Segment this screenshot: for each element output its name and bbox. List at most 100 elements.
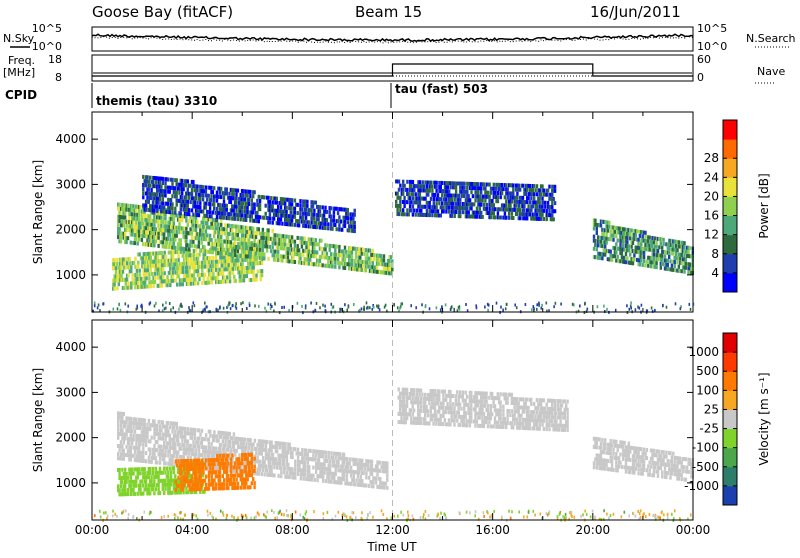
echo-cell xyxy=(125,224,127,228)
echo-cell xyxy=(649,236,651,240)
echo-cell xyxy=(201,241,203,245)
ground-scatter xyxy=(399,307,401,310)
echo-cell xyxy=(145,204,147,208)
echo-cell xyxy=(208,260,210,264)
echo-cell xyxy=(162,449,164,453)
echo-cell xyxy=(120,235,122,239)
echo-cell xyxy=(315,201,317,205)
echo-cell xyxy=(287,451,289,455)
noise-right-tick-bottom: 10^0 xyxy=(697,40,727,53)
echo-cell xyxy=(261,452,263,456)
echo-cell xyxy=(157,220,159,224)
echo-cell xyxy=(612,234,614,238)
echo-cell xyxy=(154,280,156,284)
echo-cell xyxy=(629,236,631,240)
echo-cell xyxy=(201,281,203,285)
ground-scatter xyxy=(425,305,427,308)
echo-cell xyxy=(150,256,152,260)
echo-cell xyxy=(546,209,548,213)
echo-cell xyxy=(337,219,339,223)
echo-cell xyxy=(248,230,250,234)
ground-scatter xyxy=(484,306,486,309)
ground-scatter xyxy=(531,308,533,311)
echo-cell xyxy=(125,433,127,437)
echo-cell xyxy=(294,476,296,480)
echo-cell xyxy=(215,256,217,260)
echo-cell xyxy=(259,207,261,211)
echo-cell xyxy=(519,188,521,192)
freq-left-tick-bottom: 8 xyxy=(55,71,62,84)
echo-cell xyxy=(486,203,488,207)
echo-cell xyxy=(423,184,425,188)
echo-cell xyxy=(484,199,486,203)
echo-cell xyxy=(274,242,276,246)
echo-cell xyxy=(668,247,670,251)
echo-cell xyxy=(167,421,169,425)
echo-cell xyxy=(289,443,291,447)
echo-cell xyxy=(148,456,150,460)
echo-cell xyxy=(398,387,400,391)
echo-cell xyxy=(155,240,157,244)
echo-cell xyxy=(341,262,343,266)
colorbar-swatch xyxy=(723,177,737,197)
echo-cell xyxy=(626,236,628,240)
echo-cell xyxy=(301,245,303,249)
ytick-label: 3000 xyxy=(55,177,86,191)
echo-cell xyxy=(176,250,178,254)
ground-scatter xyxy=(204,302,206,305)
echo-cell xyxy=(173,229,175,233)
echo-cell xyxy=(347,208,349,212)
echo-cell xyxy=(632,241,634,245)
echo-cell xyxy=(220,251,222,255)
echo-cell xyxy=(144,214,146,218)
echo-cell xyxy=(125,266,127,270)
echo-cell xyxy=(662,242,664,246)
echo-cell xyxy=(334,265,336,269)
echo-cell xyxy=(685,262,687,266)
ground-scatter xyxy=(94,304,96,307)
echo-cell xyxy=(354,259,356,263)
echo-cell xyxy=(197,257,199,261)
ground-scatter xyxy=(459,308,461,311)
echo-cell xyxy=(543,217,545,221)
echo-cell xyxy=(142,447,144,451)
echo-cell xyxy=(230,212,232,216)
echo-cell xyxy=(658,245,660,249)
echo-cell xyxy=(148,419,150,423)
echo-cell xyxy=(633,258,635,262)
echo-cell xyxy=(330,223,332,227)
echo-cell xyxy=(322,454,324,458)
echo-cell xyxy=(283,462,285,466)
ground-scatter xyxy=(281,306,283,309)
echo-cell xyxy=(594,219,596,223)
echo-cell xyxy=(466,190,468,194)
echo-cell xyxy=(148,200,150,204)
echo-cell xyxy=(386,486,388,490)
echo-cell xyxy=(451,198,453,202)
echo-cell xyxy=(347,212,349,216)
echo-cell xyxy=(685,266,687,270)
echo-cell xyxy=(263,195,265,199)
echo-cell xyxy=(396,192,398,196)
echo-cell xyxy=(139,205,141,209)
echo-cell xyxy=(474,198,476,202)
echo-cell xyxy=(208,242,210,246)
echo-cell xyxy=(187,427,189,431)
echo-cell xyxy=(437,193,439,197)
echo-cell xyxy=(245,218,247,222)
echo-cell xyxy=(185,196,187,200)
echo-cell xyxy=(277,205,279,209)
echo-cell xyxy=(145,183,147,187)
ground-scatter xyxy=(379,308,381,311)
echo-cell xyxy=(166,445,168,449)
echo-cell xyxy=(299,211,301,215)
echo-cell xyxy=(294,244,296,248)
echo-cell xyxy=(463,194,465,198)
echo-cell xyxy=(270,449,272,453)
echo-cell xyxy=(334,261,336,265)
echo-cell xyxy=(224,440,226,444)
echo-cell xyxy=(130,269,132,273)
echo-cell xyxy=(516,196,518,200)
ground-scatter xyxy=(322,304,324,307)
echo-cell xyxy=(308,220,310,224)
